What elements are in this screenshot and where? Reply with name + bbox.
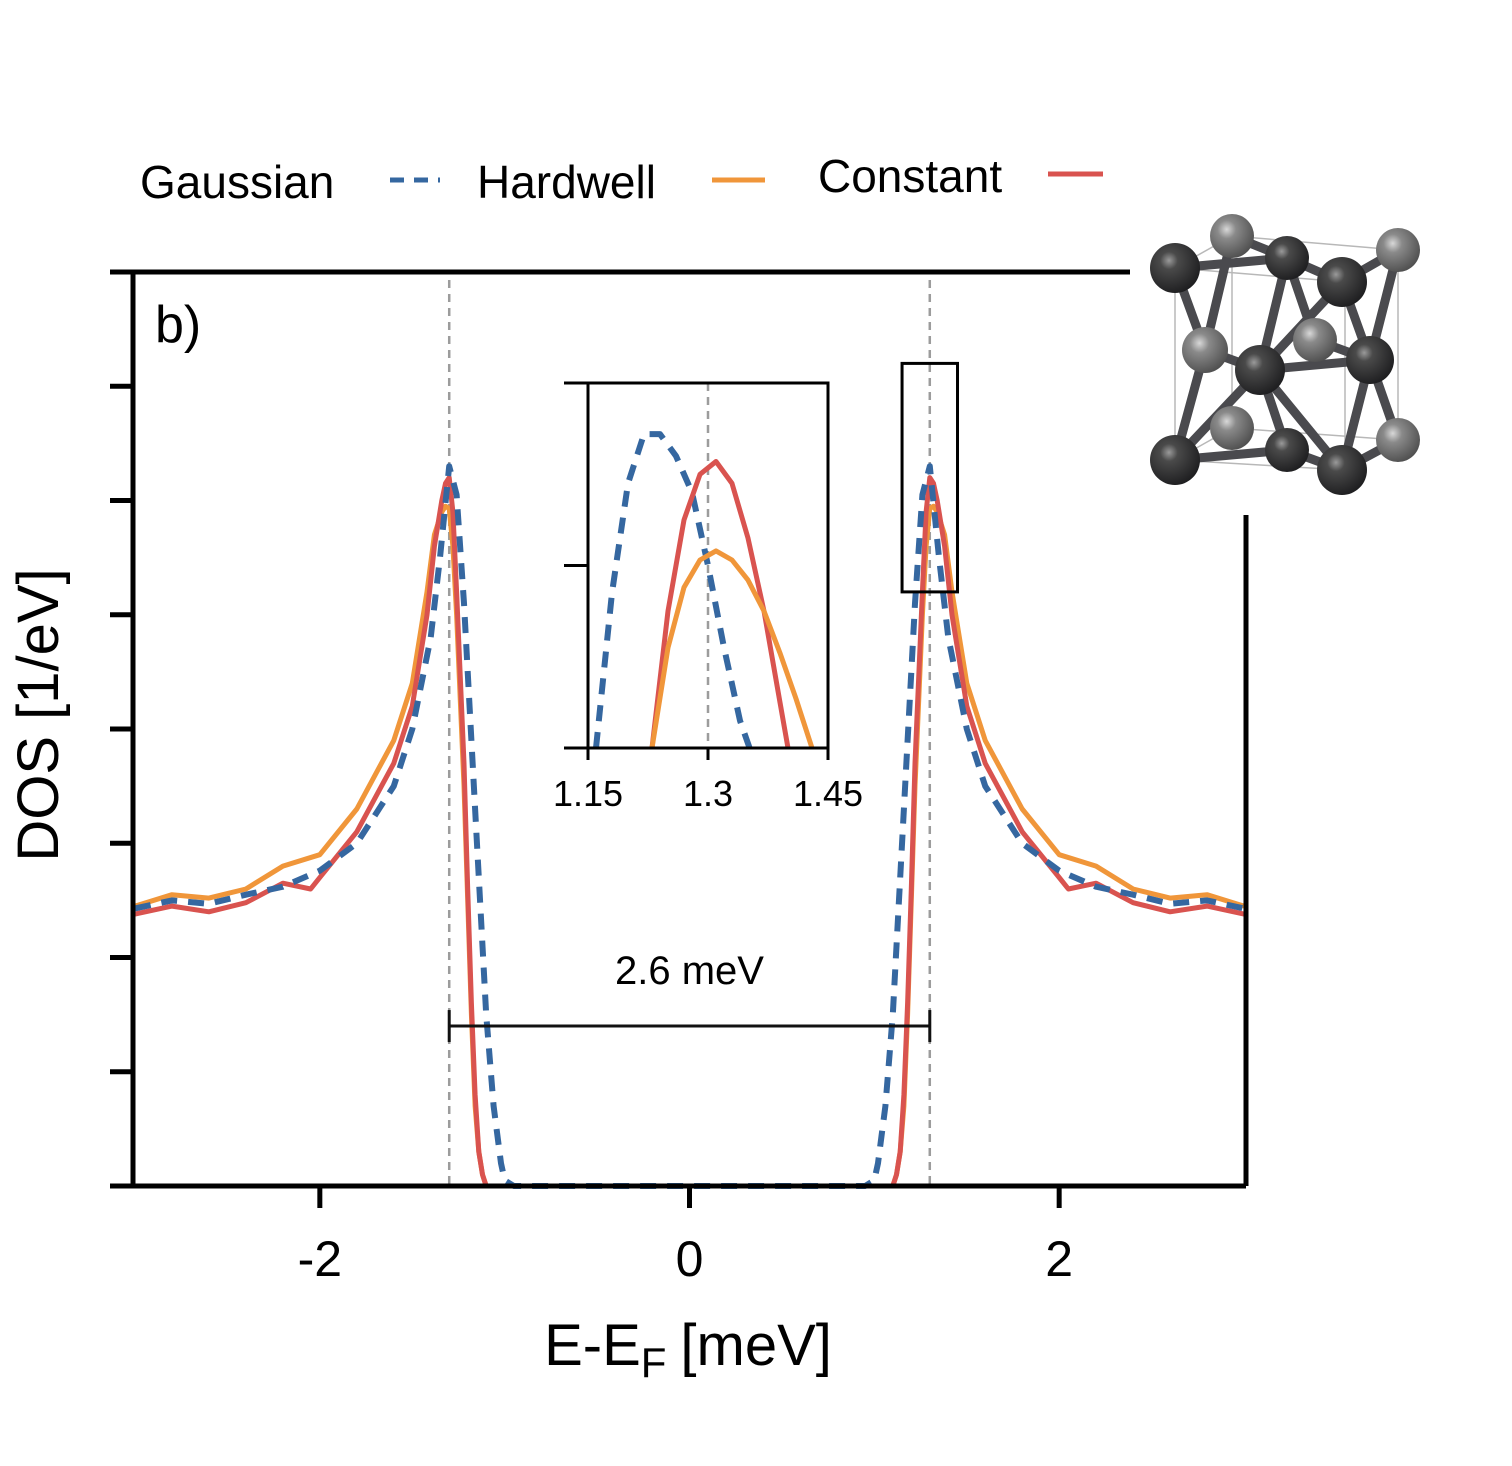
atoms — [1150, 214, 1420, 495]
x-ticks: -2 0 2 — [298, 1186, 1073, 1287]
inset-x-tick-label: 1.3 — [683, 773, 733, 814]
y-ticks — [110, 269, 133, 1189]
atom — [1317, 257, 1367, 307]
atom — [1265, 428, 1309, 472]
legend-label-hardwell: Hardwell — [477, 156, 656, 208]
inset-y-ticks — [564, 381, 588, 750]
inset-chart: 1.15 1.3 1.45 — [553, 381, 863, 814]
atom — [1376, 418, 1420, 462]
y-axis-label: DOS [1/eV] — [6, 568, 71, 861]
legend: Gaussian Hardwell Constant — [140, 150, 1103, 208]
x-tick-label: 0 — [676, 1231, 704, 1287]
reference-lines — [447, 280, 932, 1186]
inset-series-line-gaussian — [593, 431, 753, 748]
x-axis-label: E-EF [meV] — [544, 1313, 832, 1386]
atom — [1150, 243, 1200, 293]
atom — [1182, 327, 1228, 373]
atom — [1210, 406, 1254, 450]
inset-x-ticks: 1.15 1.3 1.45 — [553, 748, 863, 814]
atom — [1346, 336, 1394, 384]
atom — [1265, 236, 1309, 280]
x-axis-label-unit: [meV] — [680, 1313, 832, 1378]
x-axis-label-main: E-E — [544, 1313, 641, 1378]
inset-series-group — [593, 431, 815, 748]
atom — [1210, 214, 1254, 258]
zoom-box-rect — [900, 361, 960, 594]
zoom-box — [900, 361, 960, 594]
legend-entry-constant: Constant — [818, 150, 1103, 202]
legend-entry-hardwell: Hardwell — [477, 156, 765, 208]
x-tick-label: -2 — [298, 1231, 342, 1287]
crystal-structure-illustration — [1150, 214, 1420, 495]
inset-series-line-constant — [649, 459, 791, 748]
x-tick-label: 2 — [1045, 1231, 1073, 1287]
atom — [1235, 345, 1285, 395]
atom — [1150, 435, 1200, 485]
inset-series-line-hardwell — [649, 548, 815, 748]
atom — [1317, 445, 1367, 495]
legend-label-constant: Constant — [818, 150, 1002, 202]
gap-annotation-label: 2.6 meV — [615, 949, 764, 993]
legend-entry-gaussian: Gaussian — [140, 156, 440, 208]
legend-label-gaussian: Gaussian — [140, 156, 334, 208]
inset-x-tick-label: 1.15 — [553, 773, 623, 814]
inset-x-tick-label: 1.45 — [793, 773, 863, 814]
x-axis-label-sub: F — [641, 1339, 667, 1386]
atom — [1293, 318, 1337, 362]
panel-label: b) — [155, 296, 201, 354]
atom — [1376, 228, 1420, 272]
gap-annotation: 2.6 meV — [447, 949, 932, 1043]
